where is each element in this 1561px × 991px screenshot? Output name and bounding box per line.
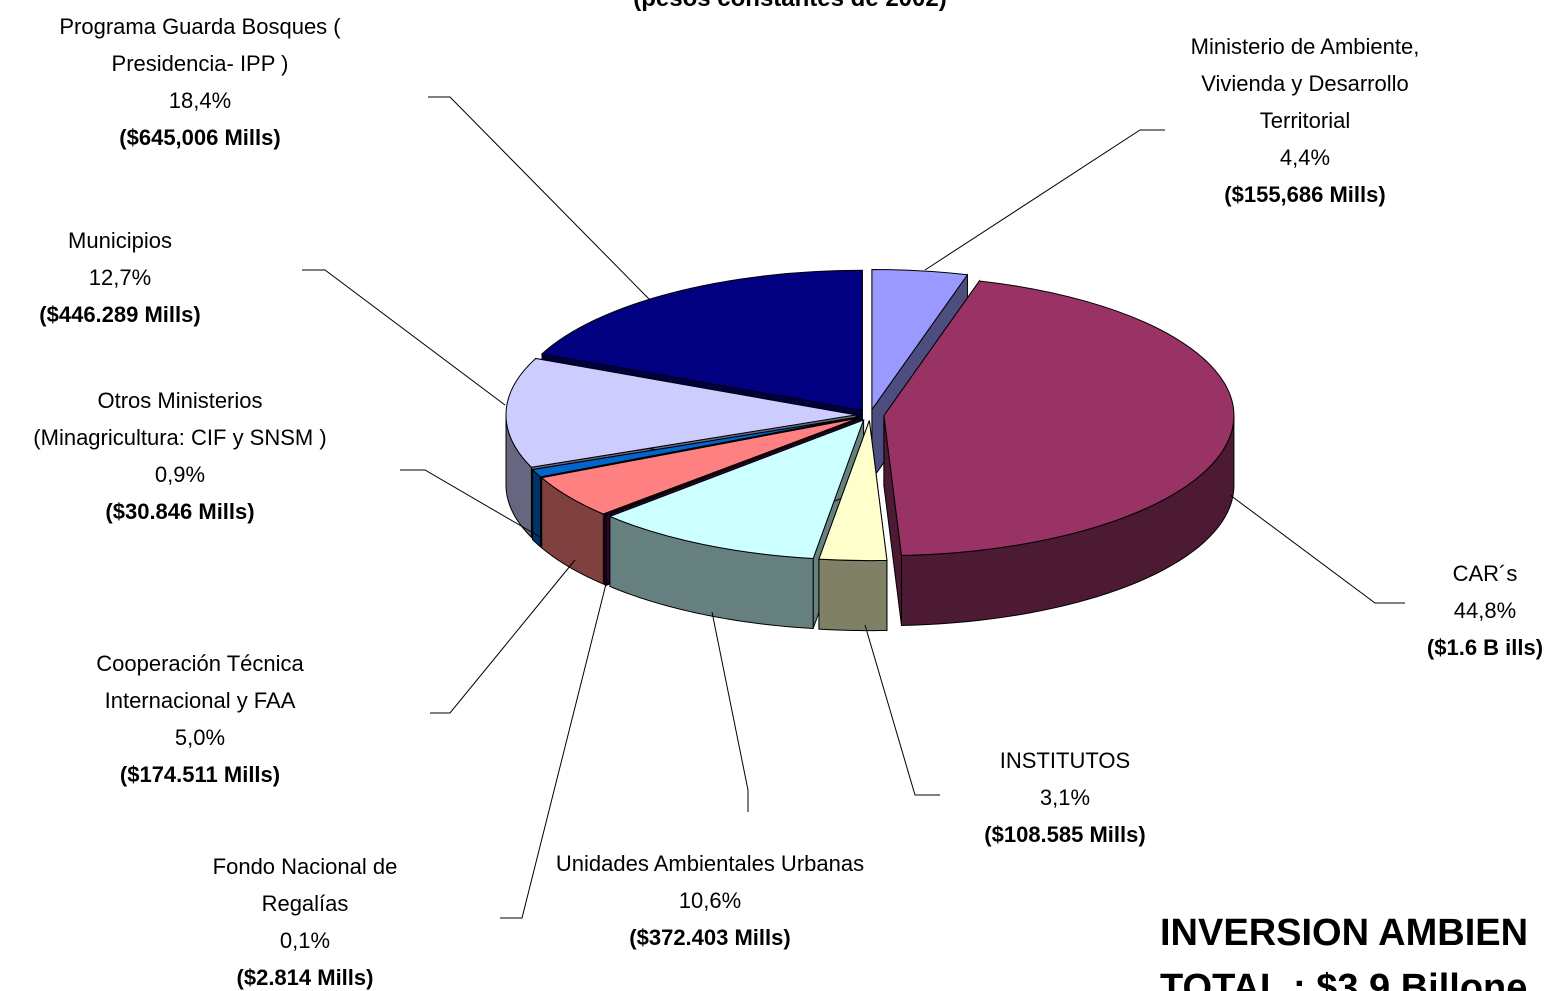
amount-label: ($645,006 Mills) bbox=[119, 125, 281, 150]
slice-top bbox=[871, 268, 969, 412]
value-label: 12,7% bbox=[88, 265, 152, 290]
value-label: 0,1% bbox=[279, 928, 331, 953]
category-label: Municipios bbox=[68, 228, 172, 253]
value-label: 5,0% bbox=[174, 725, 226, 750]
leader-line bbox=[1229, 494, 1405, 604]
slice-label: Municipios 12,7% ($446.289 Mills) bbox=[0, 222, 240, 333]
category-label: Unidades Ambientales Urbanas bbox=[555, 851, 865, 876]
leader-line bbox=[400, 469, 541, 538]
slice-top bbox=[531, 416, 858, 478]
leader-line bbox=[428, 96, 651, 301]
chart-title: (pesos constantes de 2002) bbox=[633, 0, 946, 12]
value-label: 0,9% bbox=[154, 462, 206, 487]
slice-label: CAR´s 44,8% ($1.6 B ills) bbox=[1410, 555, 1560, 666]
pie bbox=[505, 268, 1235, 632]
value-label: 3,1% bbox=[1039, 785, 1091, 810]
slice-label: Cooperación Técnica Internacional y FAA 5… bbox=[50, 645, 350, 793]
slice-label: Otros Ministerios (Minagricultura: CIF y… bbox=[25, 382, 335, 530]
slice bbox=[818, 420, 888, 632]
category-label: Cooperación Técnica Internacional y FAA bbox=[96, 651, 304, 713]
leader-line bbox=[430, 559, 576, 714]
category-label: CAR´s bbox=[1452, 561, 1518, 586]
slice-top bbox=[818, 420, 888, 562]
category-label: Fondo Nacional de Regalías bbox=[212, 854, 398, 916]
amount-label: ($1.6 B ills) bbox=[1426, 635, 1544, 660]
slice-label: Ministerio de Ambiente, Vivienda y Desar… bbox=[1155, 28, 1455, 213]
value-label: 4,4% bbox=[1279, 145, 1331, 170]
value-label: 10,6% bbox=[678, 888, 742, 913]
slice-top bbox=[540, 417, 859, 515]
slice-label: Fondo Nacional de Regalías 0,1% ($2.814 Mi… bbox=[170, 848, 440, 991]
amount-label: ($446.289 Mills) bbox=[39, 302, 201, 327]
slice-wall bbox=[818, 558, 888, 632]
annotation: INVERSION AMBIEN bbox=[1160, 912, 1528, 954]
amount-label: ($108.585 Mills) bbox=[984, 822, 1146, 847]
slice-top bbox=[608, 419, 865, 560]
slice bbox=[883, 279, 1235, 626]
amount-label: ($155,686 Mills) bbox=[1224, 182, 1386, 207]
value-label: 18,4% bbox=[168, 88, 232, 113]
amount-label: ($2.814 Mills) bbox=[236, 965, 374, 990]
category-label: INSTITUTOS bbox=[999, 748, 1131, 773]
amount-label: ($372.403 Mills) bbox=[629, 925, 791, 950]
leader-line bbox=[302, 269, 506, 406]
amount-label: ($30.846 Mills) bbox=[105, 499, 255, 524]
leader-line bbox=[864, 624, 940, 796]
leader-line bbox=[711, 611, 749, 812]
category-label: Otros Ministerios (Minagricultura: CIF y… bbox=[33, 388, 327, 450]
category-label: Programa Guarda Bosques ( Presidencia- I… bbox=[59, 14, 341, 76]
category-label: Ministerio de Ambiente, Vivienda y Desar… bbox=[1190, 34, 1420, 133]
slice-wall bbox=[604, 513, 607, 587]
slice-label: Programa Guarda Bosques ( Presidencia- I… bbox=[35, 8, 365, 156]
slice-label: INSTITUTOS 3,1% ($108.585 Mills) bbox=[945, 742, 1185, 853]
leader-line bbox=[500, 579, 608, 919]
amount-label: ($174.511 Mills) bbox=[119, 762, 281, 787]
slice-top bbox=[603, 418, 861, 516]
slice-label: Unidades Ambientales Urbanas 10,6% ($372.4… bbox=[550, 845, 870, 956]
slice-top bbox=[883, 280, 1235, 556]
slice-top bbox=[540, 269, 863, 411]
value-label: 44,8% bbox=[1453, 598, 1517, 623]
slice-top bbox=[505, 357, 857, 468]
annotation: TOTAL : $3.9 Billone bbox=[1160, 967, 1527, 991]
leader-line bbox=[924, 129, 1165, 271]
